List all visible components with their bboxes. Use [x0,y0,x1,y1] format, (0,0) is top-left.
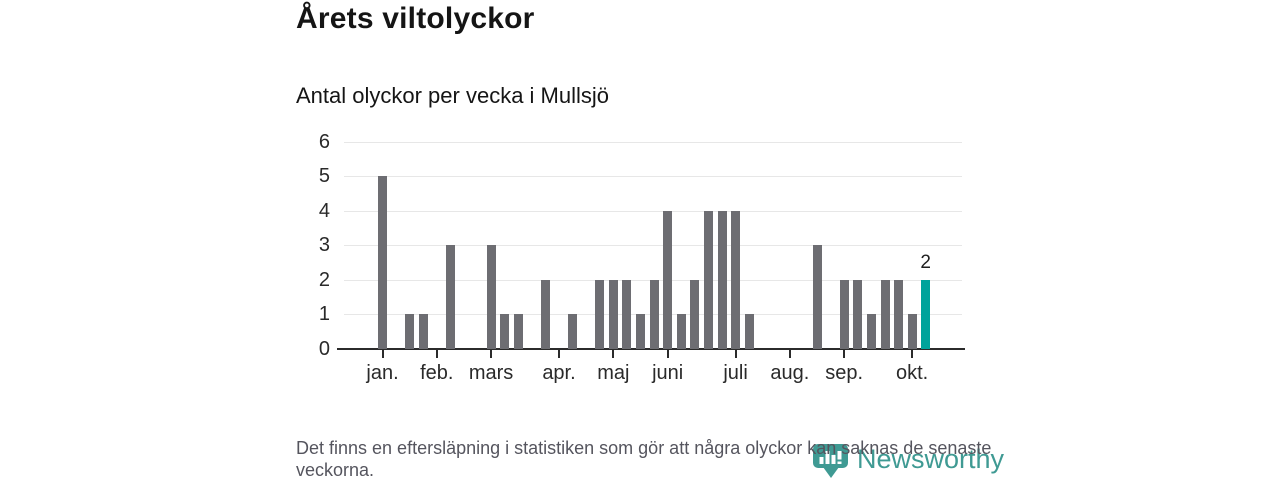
bar [812,245,822,349]
bar [866,314,876,349]
bar [663,210,673,349]
x-axis-tick [435,350,438,358]
month-label: jan. [366,361,399,384]
month-label: okt. [895,361,929,384]
bar [880,279,890,349]
bar [703,210,713,349]
bar [907,314,917,349]
bar [636,314,645,349]
y-axis-tick-label: 6 [318,130,330,153]
x-axis-tick [558,350,560,358]
bar-value-label: 2 [920,251,931,273]
x-axis-tick [612,350,615,358]
y-axis-tick-label: 1 [318,303,330,325]
footer-note: Det finns en eftersläpning i statistiken… [296,438,992,480]
month-label: apr. [542,361,576,384]
month-label: maj [597,361,630,384]
x-axis-tick [490,350,493,358]
highlighted-bar [921,279,931,349]
bar [608,279,618,349]
month-label: feb. [420,361,454,384]
bar [405,314,415,349]
y-axis-tick-label: 0 [318,337,330,360]
chart-subtitle: Antal olyckor per vecka i Mullsjö [296,83,610,108]
bar [486,245,496,349]
bar [445,245,455,349]
month-label: aug. [770,361,810,384]
gridline [344,245,962,246]
bar [541,279,550,349]
x-axis-tick [734,350,737,358]
bar [853,279,863,349]
newsworthy-logo: Newsworthy [812,443,1004,479]
x-axis-tick [911,350,914,358]
y-axis-tick-label: 2 [318,268,330,291]
month-label: mars [468,361,514,384]
y-axis-tick-label: 4 [318,199,330,222]
gridline [344,141,962,143]
x-axis-tick [843,350,846,358]
bar [568,314,578,349]
bar [418,314,428,349]
y-axis-tick-label: 5 [318,165,330,187]
bar [676,314,686,349]
gridline [344,176,962,177]
bar [744,314,754,349]
y-axis-tick-label: 3 [318,234,330,256]
bar [649,279,659,349]
newsworthy-wordmark: Newsworthy [857,444,1005,474]
x-axis-line [337,347,965,350]
bar [839,279,849,349]
bar [500,314,510,349]
newsworthy-pin-icon [813,444,848,478]
month-label: juli [723,361,748,384]
x-axis-tick [381,350,384,358]
bar [378,176,387,349]
bar [717,210,727,349]
gridline [344,210,962,212]
bar [595,279,605,349]
month-label: sep. [825,361,864,384]
page-title: Årets viltolyckor [296,2,535,35]
bar [622,279,632,349]
bar [513,314,523,349]
month-label: juni [652,361,684,384]
x-axis-tick [666,350,669,358]
bar [894,279,903,349]
bar [690,279,700,349]
x-axis-tick [788,350,791,358]
bar [731,210,741,349]
